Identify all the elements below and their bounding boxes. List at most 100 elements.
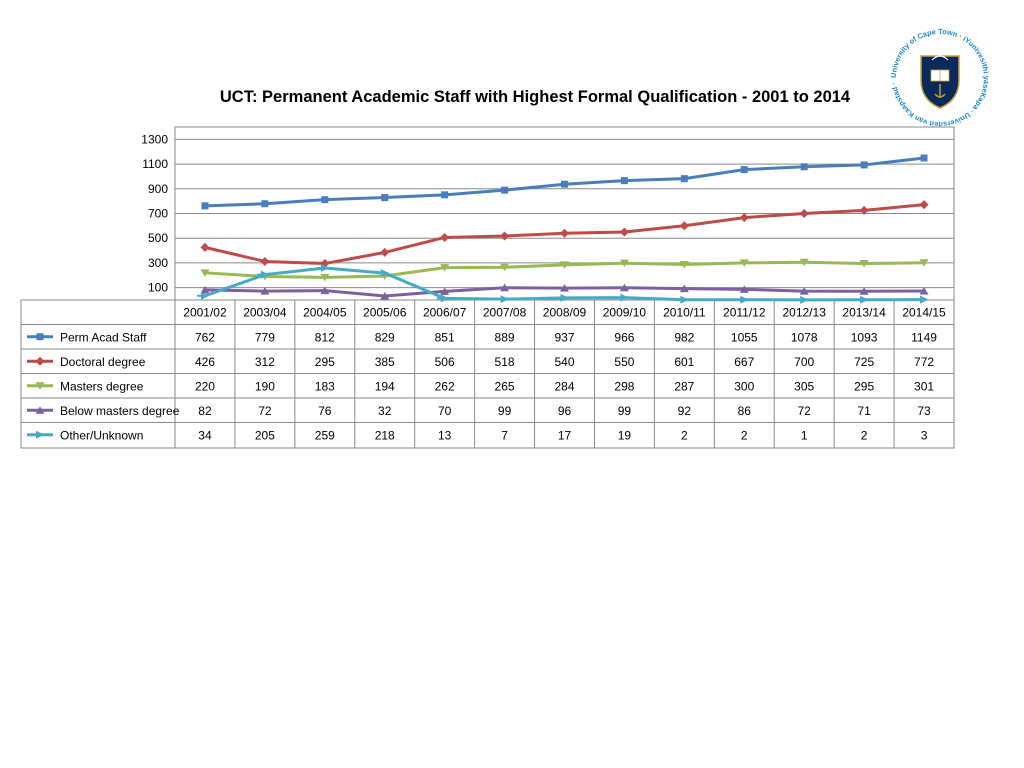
table-value: 72 (798, 404, 812, 418)
data-point (859, 205, 869, 215)
table-value: 700 (794, 355, 814, 369)
legend-label: Other/Unknown (60, 428, 143, 442)
legend-key-marker (35, 382, 45, 390)
y-tick-label: 1100 (142, 157, 168, 171)
table-value: 76 (318, 404, 332, 418)
legend-label: Perm Acad Staff (60, 330, 147, 344)
data-point (620, 177, 628, 185)
data-point (380, 269, 390, 278)
data-point (560, 284, 569, 292)
table-value: 851 (435, 330, 455, 344)
x-tick-label: 2005/06 (363, 306, 407, 320)
data-point (919, 200, 929, 210)
data-point (440, 294, 450, 303)
data-point (619, 227, 629, 237)
table-value: 99 (618, 404, 632, 418)
legend-key-marker (35, 406, 45, 414)
data-point (260, 256, 270, 266)
data-point (440, 232, 450, 242)
data-point (739, 259, 749, 267)
table-value: 92 (678, 404, 692, 418)
y-tick-label: 300 (148, 256, 168, 270)
data-point (619, 259, 629, 268)
data-point (200, 285, 210, 294)
table-value: 73 (917, 404, 931, 418)
table-value: 298 (614, 379, 634, 393)
data-point (560, 293, 569, 302)
data-point (679, 284, 689, 293)
data-point (500, 295, 510, 304)
chart-title: UCT: Permanent Academic Staff with Highe… (219, 88, 851, 106)
data-point (860, 161, 868, 169)
series-line (204, 266, 925, 302)
table-value: 772 (914, 355, 934, 369)
data-point (380, 292, 390, 300)
table-value: 312 (255, 355, 275, 369)
legend-label: Masters degree (60, 379, 144, 393)
data-point (680, 295, 689, 304)
table-value: 218 (375, 428, 395, 442)
table-value: 7 (501, 428, 508, 442)
data-point (500, 231, 510, 241)
table-value: 96 (558, 404, 572, 418)
table-value: 259 (315, 428, 335, 442)
table-value: 1149 (911, 330, 937, 344)
table-value: 518 (495, 355, 515, 369)
data-point (381, 194, 389, 202)
data-point (260, 270, 270, 279)
table-value: 34 (198, 428, 212, 442)
table-value: 295 (854, 379, 874, 393)
table-value: 779 (255, 330, 275, 344)
x-tick-label: 2004/05 (303, 306, 347, 320)
table-value: 937 (554, 330, 574, 344)
data-point (619, 283, 629, 292)
data-point (680, 175, 688, 183)
data-point (501, 186, 509, 194)
data-point (740, 166, 748, 174)
table-value: 1093 (851, 330, 878, 344)
data-point (919, 259, 929, 267)
y-tick-label: 500 (148, 231, 168, 245)
data-point (800, 295, 809, 304)
data-point (739, 285, 749, 293)
data-point (739, 213, 749, 223)
data-point (260, 287, 270, 295)
table-value: 550 (614, 355, 634, 369)
data-point (620, 293, 629, 302)
table-value: 305 (794, 379, 814, 393)
legend-key-marker (36, 333, 44, 341)
table-value: 183 (315, 379, 335, 393)
x-tick-label: 2008/09 (543, 306, 587, 320)
legend-label: Below masters degree (60, 404, 180, 418)
table-value: 982 (674, 330, 694, 344)
table-value: 889 (495, 330, 515, 344)
table-value: 506 (435, 355, 455, 369)
data-point (561, 180, 568, 188)
table-value: 262 (435, 379, 455, 393)
table-value: 205 (255, 428, 275, 442)
data-point (560, 261, 569, 269)
table-value: 385 (375, 355, 395, 369)
table-value: 19 (618, 428, 632, 442)
data-point (320, 273, 330, 282)
table-value: 829 (375, 330, 395, 344)
table-value: 70 (438, 404, 452, 418)
table-value: 287 (674, 379, 694, 393)
table-value: 300 (734, 379, 754, 393)
table-value: 3 (921, 428, 928, 442)
data-point (859, 287, 869, 295)
data-point (500, 263, 510, 272)
x-tick-label: 2011/12 (723, 306, 766, 320)
table-value: 540 (554, 355, 574, 369)
y-tick-label: 100 (148, 281, 168, 295)
data-point (201, 202, 209, 210)
data-point (261, 200, 269, 208)
data-point (321, 196, 329, 204)
table-value: 284 (554, 379, 574, 393)
legend-key-marker (36, 430, 45, 439)
table-value: 601 (674, 355, 694, 369)
table-value: 17 (558, 428, 572, 442)
table-value: 762 (195, 330, 215, 344)
logo-anchor (934, 84, 946, 98)
